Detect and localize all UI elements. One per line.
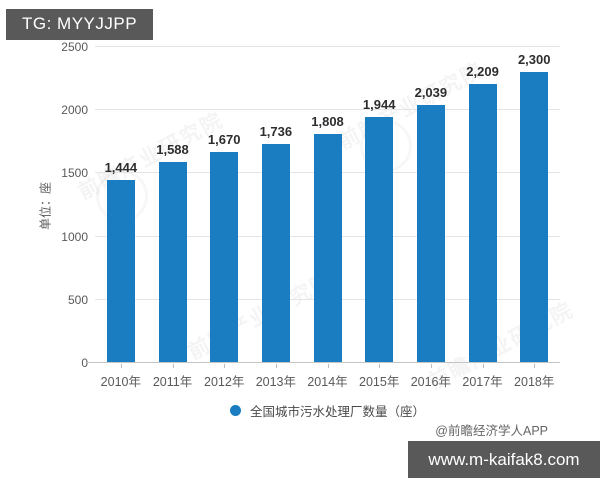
x-tick-label: 2010年: [95, 364, 147, 390]
bar-value-label: 1,444: [104, 160, 138, 176]
bar-value-label: 1,670: [207, 131, 241, 147]
bar: [313, 134, 342, 363]
y-tick-label: 1500: [61, 166, 88, 181]
x-tick-label: 2011年: [147, 364, 199, 390]
x-tick-mark: [275, 364, 277, 368]
y-tick-label: 1000: [61, 229, 88, 244]
x-tick-mark: [224, 364, 226, 368]
bar: [520, 72, 549, 363]
bar-column: 1,588: [147, 47, 199, 363]
bar-value-label: 1,588: [156, 142, 189, 158]
bar-value-label: 2,209: [466, 63, 499, 79]
x-tick-label: 2016年: [405, 364, 457, 390]
x-axis-labels: 2010年 2011年 2012年 2013年 2014年 2015年 2016年 2017年…: [95, 364, 560, 390]
footer-website-badge: www.m-kaifak8.com: [408, 441, 600, 478]
bar-column: 1,808: [302, 47, 354, 363]
bar: [158, 162, 187, 363]
gridline: [95, 109, 560, 111]
x-tick-mark: [327, 364, 329, 368]
bar-value-label: 1,736: [259, 123, 293, 139]
x-tick-mark: [379, 364, 381, 368]
gridline: [95, 46, 560, 47]
attribution-text: @前瞻经济学人APP: [435, 424, 548, 438]
bar-column: 2,209: [457, 47, 509, 363]
bar-value-label: 1,944: [362, 97, 396, 113]
bar-value-label: 1,808: [311, 114, 344, 130]
bars-container: 1,444 1,588 1,670 1,736 1,808 1,944 2,039 2,209…: [95, 47, 560, 363]
y-tick-label: 2000: [61, 103, 88, 118]
y-tick-label: 500: [67, 292, 88, 307]
y-tick-label: 2500: [61, 40, 88, 54]
legend-label: 全国城市污水处理厂数量（座）: [249, 405, 425, 419]
bar-column: 1,944: [353, 47, 405, 363]
bar-column: 1,444: [95, 47, 147, 363]
bar-value-label: 2,300: [517, 52, 551, 68]
bar: [365, 117, 394, 363]
x-tick-label: 2015年: [353, 364, 405, 390]
bar: [210, 151, 239, 363]
x-tick-label: 2013年: [250, 364, 302, 390]
bar-column: 1,670: [198, 47, 250, 363]
bar-value-label: 2,039: [414, 85, 448, 101]
bar-column: 1,736: [250, 47, 302, 363]
legend-dot-icon: [229, 405, 241, 416]
x-tick-mark: [172, 364, 174, 368]
bar: [106, 180, 135, 363]
x-tick-label: 2014年: [302, 364, 354, 390]
plot-area: 1,444 1,588 1,670 1,736 1,808 1,944 2,039 2,209…: [87, 46, 560, 363]
bar: [468, 83, 497, 363]
header-tag-badge: TG: MYYJJPP: [6, 9, 154, 40]
x-axis-line: [87, 362, 560, 363]
y-axis-ticks: 0 500 1000 1500 2000 2500: [38, 40, 88, 370]
bar-column: 2,039: [405, 47, 457, 363]
x-tick-mark: [534, 364, 536, 368]
bar: [416, 105, 445, 363]
x-tick-label: 2017年: [457, 364, 509, 390]
x-tick-mark: [120, 364, 122, 368]
x-tick-mark: [482, 364, 484, 368]
bar: [261, 143, 290, 363]
y-tick-label: 0: [81, 356, 88, 370]
x-tick-mark: [430, 364, 432, 368]
legend: 全国城市污水处理厂数量（座）: [95, 401, 560, 420]
x-tick-label: 2018年: [508, 364, 560, 390]
bar-column: 2,300: [508, 47, 560, 363]
x-tick-label: 2012年: [198, 364, 250, 390]
